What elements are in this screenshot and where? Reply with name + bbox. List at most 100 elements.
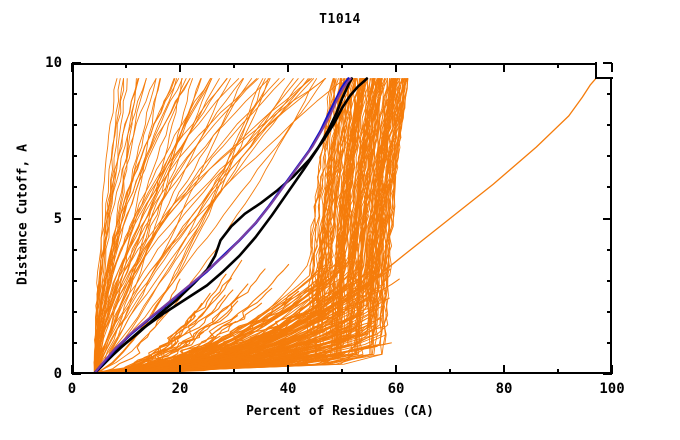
plot-curves [93,77,597,374]
plot-frame [72,63,612,374]
prediction-curve [94,78,228,374]
page-title: T1014 [319,12,361,27]
prediction-curve [94,263,290,374]
y-tick-label: 5 [53,210,62,227]
prediction-curve [94,78,161,374]
prediction-curve [94,78,326,374]
prediction-curve [94,78,313,374]
x-tick [611,63,613,72]
prediction-curve [94,260,340,374]
x-tick [125,63,127,68]
y-tick-label: 0 [53,366,62,382]
prediction-curve [94,317,383,374]
x-tick-label: 40 [279,381,297,397]
prediction-curve [94,78,394,374]
prediction-curve [94,268,391,374]
prediction-curve [95,78,253,374]
y-tick [607,279,612,282]
y-tick [72,279,77,282]
y-axis-title: Distance Cutoff, A [15,144,31,285]
x-tick [179,365,181,374]
x-tick [449,369,451,374]
x-tick-label: 80 [495,381,513,397]
x-tick-label: 100 [599,381,625,397]
prediction-curve [93,78,157,374]
y-tick [603,62,612,64]
x-tick [503,365,505,374]
x-tick [503,63,505,72]
prediction-curve [94,78,309,374]
y-tick [72,341,77,344]
x-tick [611,365,613,374]
prediction-curve [94,268,266,374]
corner-notch [595,62,613,79]
prediction-curve [94,78,369,374]
prediction-curve [94,278,181,374]
outlier-curve [95,77,597,374]
prediction-curve [94,332,368,374]
x-tick [287,63,289,72]
y-tick [603,217,612,220]
x-tick-label: 20 [171,381,189,397]
prediction-curve [94,78,363,374]
prediction-curve [94,78,389,374]
prediction-curve [94,273,227,374]
y-tick [607,186,612,189]
prediction-curve [94,289,234,374]
x-tick [395,365,397,374]
x-tick [449,63,451,68]
prediction-curve [94,78,311,374]
prediction-curve [94,78,327,374]
y-tick-label: 10 [45,55,62,71]
prediction-curve [94,78,380,374]
prediction-curve [94,78,140,374]
y-tick [607,310,612,313]
prediction-curve [95,78,326,374]
prediction-curve [94,78,270,374]
x-tick [395,63,397,72]
y-tick [72,248,77,251]
x-tick [179,63,181,72]
y-tick [603,373,612,375]
prediction-curve [94,282,320,374]
x-tick-label: 60 [387,381,405,397]
plot-area [71,62,613,375]
x-tick [125,369,127,374]
prediction-curve [94,297,390,374]
prediction-curve [94,265,324,374]
reference-curve-reference-purple [94,77,352,374]
reference-curve-reference-black-secondary [93,77,369,374]
prediction-curve [94,78,387,374]
prediction-curve [95,78,346,374]
y-tick [72,155,77,158]
y-tick [72,310,77,313]
prediction-curve [94,78,389,374]
prediction-curve [94,78,401,374]
y-tick [72,217,81,220]
y-tick [72,93,77,96]
x-tick [287,365,289,374]
x-tick [341,369,343,374]
prediction-curve [94,259,243,374]
x-axis-title: Percent of Residues (CA) [246,404,434,419]
y-tick [607,124,612,127]
x-tick [233,63,235,68]
x-tick [557,63,559,68]
prediction-curve-bundle [93,78,409,374]
x-tick-label: 0 [67,381,77,397]
prediction-curve [95,78,211,374]
prediction-curve [94,78,240,374]
x-tick [233,369,235,374]
y-tick [607,93,612,96]
prediction-curve [94,78,258,374]
prediction-curve [94,78,305,374]
prediction-curve [94,78,409,374]
x-tick [341,63,343,68]
prediction-curve [94,78,405,374]
x-tick [71,63,73,72]
prediction-curve [94,78,406,374]
y-tick [72,62,81,64]
y-tick [72,124,77,127]
y-tick [607,155,612,158]
